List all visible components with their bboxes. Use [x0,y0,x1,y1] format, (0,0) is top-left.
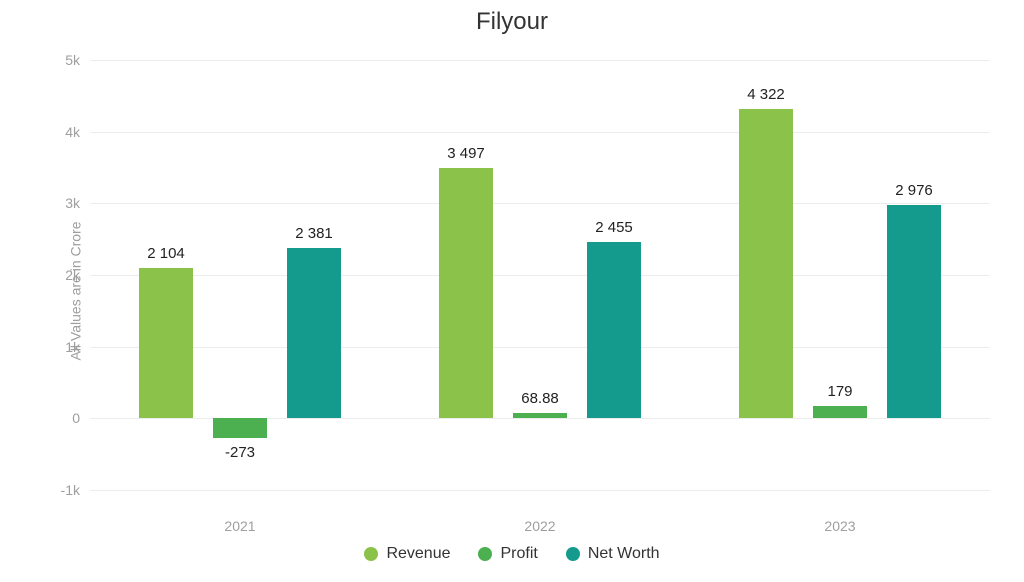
bar-value-label: 2 976 [895,182,933,199]
bar [139,268,193,419]
bar [813,406,867,419]
plot-area: -1k01k2k3k4k5k2 104-2732 38120213 49768.… [90,60,990,490]
legend: Revenue Profit Net Worth [0,545,1024,566]
bar-value-label: 4 322 [747,86,785,103]
bar [887,205,941,418]
y-tick-label: 4k [65,124,80,140]
bar-value-label: -273 [225,444,255,461]
x-category-label: 2022 [524,518,555,534]
legend-swatch [364,547,378,561]
grid-line [90,60,990,61]
chart-title: Filyour [0,8,1024,36]
bar [213,418,267,438]
bar-value-label: 2 104 [147,245,185,262]
legend-swatch [566,547,580,561]
y-tick-label: 5k [65,52,80,68]
bar-value-label: 179 [827,383,852,400]
legend-label: Profit [500,545,537,563]
bar [513,413,567,418]
bar-value-label: 2 455 [595,219,633,236]
grid-line [90,347,990,348]
grid-line [90,275,990,276]
grid-line [90,203,990,204]
bar [587,242,641,418]
grid-line [90,132,990,133]
bar-value-label: 68.88 [521,390,559,407]
y-tick-label: -1k [61,482,80,498]
legend-item: Net Worth [566,545,660,563]
legend-swatch [478,547,492,561]
y-tick-label: 2k [65,267,80,283]
x-category-label: 2023 [824,518,855,534]
legend-item: Profit [478,545,537,563]
y-tick-label: 0 [72,410,80,426]
chart-container: Filyour All Values are in Crore -1k01k2k… [0,0,1024,582]
legend-label: Net Worth [588,545,660,563]
y-tick-label: 3k [65,195,80,211]
legend-label: Revenue [386,545,450,563]
bar [287,248,341,419]
legend-item: Revenue [364,545,450,563]
x-category-label: 2021 [224,518,255,534]
bar-value-label: 2 381 [295,225,333,242]
grid-line [90,490,990,491]
bar-value-label: 3 497 [447,145,485,162]
y-tick-label: 1k [65,339,80,355]
bar [439,168,493,419]
bar [739,109,793,419]
